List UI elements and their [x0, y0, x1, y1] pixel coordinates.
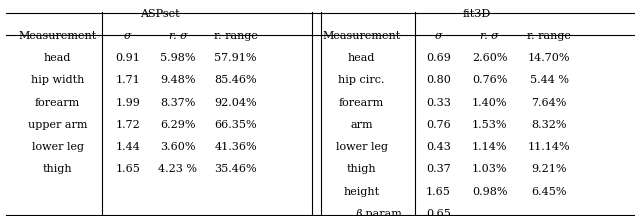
- Text: 5.44 %: 5.44 %: [530, 75, 568, 85]
- Text: 1.14%: 1.14%: [472, 142, 508, 152]
- Text: 0.37: 0.37: [426, 164, 451, 174]
- Text: Measurement: Measurement: [19, 31, 97, 41]
- Text: r. σ: r. σ: [480, 31, 499, 41]
- Text: 1.99: 1.99: [116, 98, 140, 108]
- Text: 8.32%: 8.32%: [531, 120, 567, 130]
- Text: thigh: thigh: [43, 164, 72, 174]
- Text: 35.46%: 35.46%: [214, 164, 257, 174]
- Text: 1.40%: 1.40%: [472, 98, 508, 108]
- Text: 8.37%: 8.37%: [160, 98, 196, 108]
- Text: 0.33: 0.33: [426, 98, 451, 108]
- Text: 3.60%: 3.60%: [160, 142, 196, 152]
- Text: param.: param.: [362, 209, 405, 216]
- Text: 92.04%: 92.04%: [214, 98, 257, 108]
- Text: 0.98%: 0.98%: [472, 187, 508, 197]
- Text: 0.69: 0.69: [426, 53, 451, 63]
- Text: 0.76%: 0.76%: [472, 75, 508, 85]
- Text: 0.91: 0.91: [116, 53, 140, 63]
- Text: σ: σ: [124, 31, 132, 41]
- Text: upper arm: upper arm: [28, 120, 87, 130]
- Text: 0.65: 0.65: [426, 209, 451, 216]
- Text: 1.53%: 1.53%: [472, 120, 508, 130]
- Text: 1.44: 1.44: [116, 142, 140, 152]
- Text: 5.98%: 5.98%: [160, 53, 196, 63]
- Text: 41.36%: 41.36%: [214, 142, 257, 152]
- Text: β: β: [355, 209, 362, 216]
- Text: height: height: [344, 187, 380, 197]
- Text: σ: σ: [435, 31, 442, 41]
- Text: 4.23 %: 4.23 %: [159, 164, 197, 174]
- Text: fit3D: fit3D: [463, 9, 491, 19]
- Text: thigh: thigh: [347, 164, 376, 174]
- Text: 1.03%: 1.03%: [472, 164, 508, 174]
- Text: r. σ: r. σ: [168, 31, 188, 41]
- Text: 0.80: 0.80: [426, 75, 451, 85]
- Text: 0.43: 0.43: [426, 142, 451, 152]
- Text: forearm: forearm: [35, 98, 80, 108]
- Text: 1.72: 1.72: [116, 120, 140, 130]
- Text: hip width: hip width: [31, 75, 84, 85]
- Text: 66.35%: 66.35%: [214, 120, 257, 130]
- Text: 1.65: 1.65: [116, 164, 140, 174]
- Text: arm: arm: [350, 120, 373, 130]
- Text: ASPset: ASPset: [140, 9, 180, 19]
- Text: 9.21%: 9.21%: [531, 164, 567, 174]
- Text: 85.46%: 85.46%: [214, 75, 257, 85]
- Text: 2.60%: 2.60%: [472, 53, 508, 63]
- Text: 1.65: 1.65: [426, 187, 451, 197]
- Text: head: head: [348, 53, 375, 63]
- Text: 6.45%: 6.45%: [531, 187, 567, 197]
- Text: forearm: forearm: [339, 98, 384, 108]
- Text: head: head: [44, 53, 71, 63]
- Text: 1.71: 1.71: [116, 75, 140, 85]
- Text: 11.14%: 11.14%: [528, 142, 570, 152]
- Text: 9.48%: 9.48%: [160, 75, 196, 85]
- Text: 7.64%: 7.64%: [531, 98, 567, 108]
- Text: lower leg: lower leg: [31, 142, 84, 152]
- Text: Measurement: Measurement: [323, 31, 401, 41]
- Text: hip circ.: hip circ.: [339, 75, 385, 85]
- Text: r. range: r. range: [527, 31, 571, 41]
- Text: 57.91%: 57.91%: [214, 53, 257, 63]
- Text: lower leg: lower leg: [335, 142, 388, 152]
- Text: 14.70%: 14.70%: [528, 53, 570, 63]
- Text: r. range: r. range: [214, 31, 257, 41]
- Text: 0.76: 0.76: [426, 120, 451, 130]
- Text: 6.29%: 6.29%: [160, 120, 196, 130]
